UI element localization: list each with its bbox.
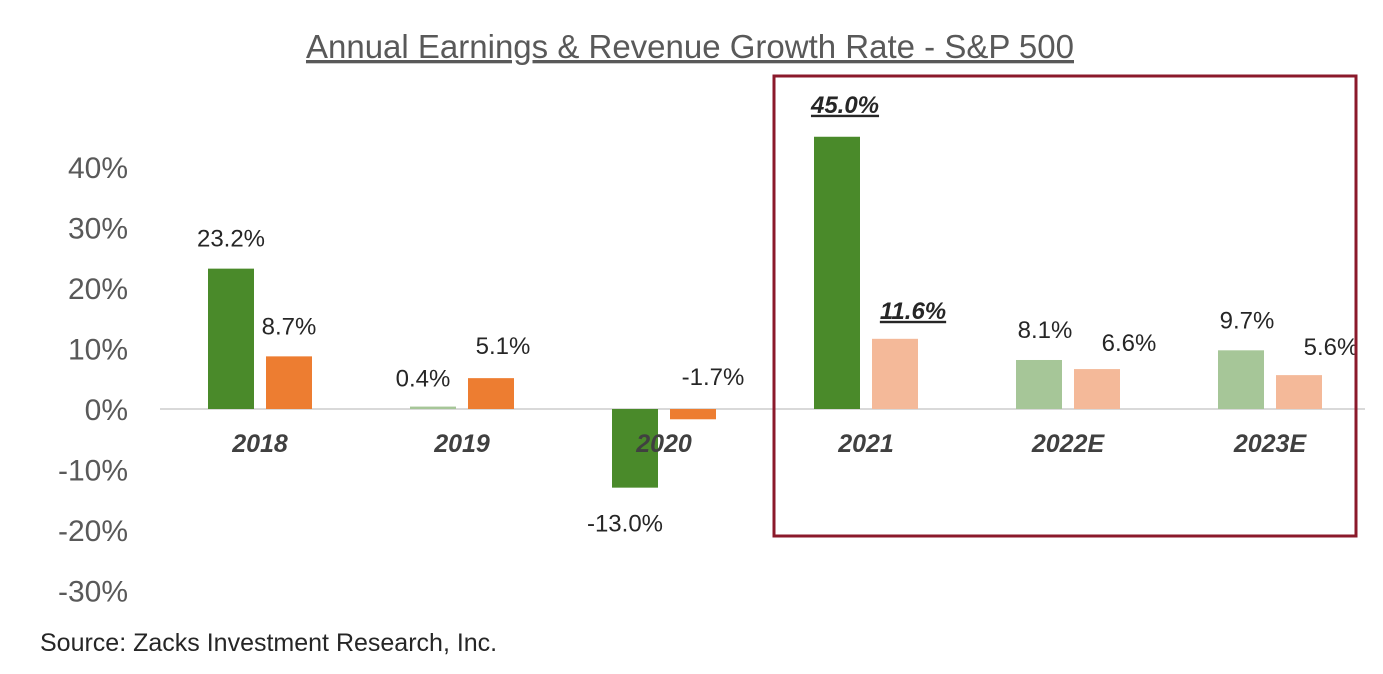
y-tick-label: 20% — [68, 273, 128, 306]
revenue-bar — [670, 409, 716, 420]
data-label: 5.6% — [1304, 334, 1359, 361]
source-note: Source: Zacks Investment Research, Inc. — [40, 629, 497, 657]
data-label: 45.0% — [810, 92, 879, 119]
earnings-bar — [410, 406, 456, 409]
earnings-bar — [208, 268, 254, 409]
revenue-bar — [1074, 369, 1120, 409]
data-label: 23.2% — [197, 226, 265, 253]
earnings-bar — [814, 136, 860, 409]
y-tick-label: -30% — [58, 576, 128, 609]
y-tick-label: 10% — [68, 334, 128, 367]
chart-title: Annual Earnings & Revenue Growth Rate - … — [306, 28, 1074, 65]
category-label: 2018 — [231, 430, 288, 458]
data-labels: 23.2% 8.7% 0.4% 5.1% -13.0% -1.7% 45.0% 11.6% 8.… — [197, 92, 1358, 538]
bars — [208, 136, 1322, 488]
earnings-bar — [1218, 350, 1264, 409]
category-label: 2019 — [433, 430, 490, 458]
y-tick-label: 0% — [85, 394, 128, 427]
y-tick-label: 30% — [68, 213, 128, 246]
data-label: 0.4% — [396, 366, 451, 393]
data-label: -1.7% — [682, 364, 745, 391]
data-label: 8.1% — [1018, 317, 1073, 344]
revenue-bar — [266, 356, 312, 409]
earnings-bar — [612, 409, 658, 488]
y-axis-ticks: 40% 30% 20% 10% 0% -10% -20% -30% — [58, 152, 128, 609]
data-label: 5.1% — [476, 333, 531, 360]
data-label: 8.7% — [262, 313, 317, 340]
highlight-box — [772, 74, 1358, 538]
category-label: 2023E — [1233, 430, 1308, 458]
category-label: 2020 — [635, 430, 692, 458]
data-label: 11.6% — [880, 298, 946, 325]
data-label: -13.0% — [587, 511, 663, 538]
category-labels: 2018 2019 2020 2021 2022E 2023E — [231, 430, 1307, 458]
revenue-bar — [1276, 375, 1322, 409]
data-label: 6.6% — [1102, 330, 1157, 357]
earnings-bar — [1016, 359, 1062, 409]
category-label: 2021 — [837, 430, 894, 458]
category-label: 2022E — [1031, 430, 1106, 458]
revenue-bar — [468, 378, 514, 409]
revenue-bar — [872, 338, 918, 409]
y-tick-label: 40% — [68, 152, 128, 185]
data-label: 9.7% — [1220, 307, 1275, 334]
y-tick-label: -10% — [58, 455, 128, 488]
y-tick-label: -20% — [58, 515, 128, 548]
